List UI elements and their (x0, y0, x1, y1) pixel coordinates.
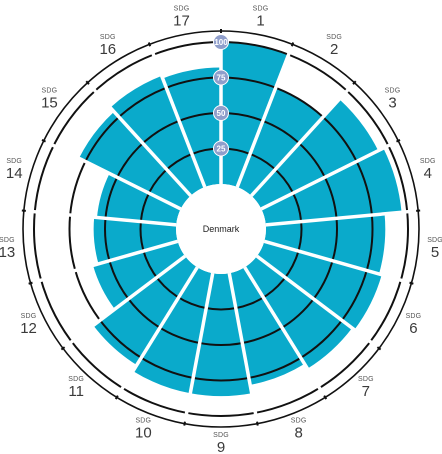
sector-number-7: 7 (362, 383, 370, 400)
sector-divider (117, 266, 199, 395)
outer-tick (41, 138, 46, 143)
sector-divider (260, 141, 395, 211)
sector-number-3: 3 (388, 94, 396, 111)
sector-number-1: 1 (256, 13, 264, 30)
bar-sector-5 (264, 213, 386, 274)
sector-divider (149, 48, 207, 188)
sector-divider (227, 272, 259, 420)
outer-tick (409, 281, 414, 285)
outer-tick (183, 421, 186, 426)
sector-number-11: 11 (68, 383, 84, 400)
sector-tag-15: SDG (42, 87, 58, 94)
bar-sector-13 (93, 217, 178, 264)
outer-tick (28, 281, 33, 285)
sector-divider (250, 85, 353, 197)
outer-tick (147, 42, 152, 47)
outer-tick (85, 80, 90, 85)
ring-label-50: 50 (217, 109, 226, 118)
sector-divider (28, 209, 177, 227)
ring-label-100: 100 (214, 38, 228, 47)
ring-label-badge (213, 34, 229, 50)
sector-dividers (28, 36, 414, 420)
outer-tick (376, 346, 382, 351)
bar-sector-12 (93, 241, 186, 310)
outer-tick (114, 395, 119, 400)
sector-number-4: 4 (424, 165, 432, 182)
sector-tag-13: SDG (0, 237, 15, 244)
bar-sector-2 (237, 87, 324, 196)
outer-tick (256, 421, 259, 426)
bar-sector-4 (261, 148, 402, 225)
sector-number-6: 6 (409, 320, 417, 337)
sector-tag-12: SDG (21, 313, 37, 320)
sector-tag-7: SDG (358, 376, 374, 383)
bar-sector-10 (133, 267, 213, 394)
sector-divider (255, 254, 377, 347)
sector-divider (65, 254, 187, 347)
outer-tick (60, 346, 66, 351)
outer-tick (323, 395, 328, 400)
ring-label-badge (213, 105, 229, 121)
sector-divider (265, 209, 414, 227)
center-label: Denmark (203, 224, 240, 234)
sector-number-10: 10 (135, 424, 152, 441)
sector-tag-1: SDG (253, 6, 269, 13)
sector-tag-17: SDG (174, 6, 190, 13)
bar-sector-14 (97, 173, 181, 225)
sector-number-12: 12 (20, 320, 37, 337)
sector-divider (235, 48, 293, 188)
bar-sector-9 (190, 273, 252, 397)
sector-tag-6: SDG (406, 313, 422, 320)
ring-label-badge (213, 140, 229, 157)
sector-divider (34, 239, 179, 284)
sector-number-5: 5 (431, 244, 439, 261)
sector-number-15: 15 (41, 94, 58, 111)
inner-hole (176, 184, 266, 274)
sector-labels: SDG1SDG2SDG3SDG4SDG5SDG6SDG7SDG8SDG9SDG1… (0, 6, 442, 454)
ring-label-75: 75 (217, 74, 226, 83)
bar-sector-11 (93, 256, 198, 366)
sector-tag-16: SDG (100, 34, 116, 41)
bar-sector-3 (251, 99, 379, 209)
bar-sector-8 (229, 267, 305, 385)
bar-sector-15 (79, 111, 191, 209)
sector-number-2: 2 (330, 41, 338, 58)
sector-number-14: 14 (6, 165, 23, 182)
sector-divider (47, 141, 182, 211)
sector-divider (183, 272, 215, 420)
sector-tag-10: SDG (135, 417, 151, 424)
bar-group (79, 42, 402, 397)
sector-number-13: 13 (0, 244, 15, 261)
outer-tick (396, 138, 401, 143)
sector-number-9: 9 (217, 439, 225, 454)
sector-tag-4: SDG (420, 158, 436, 165)
sector-tag-5: SDG (427, 237, 442, 244)
sector-tag-14: SDG (6, 158, 22, 165)
bar-sector-7 (244, 256, 353, 369)
sector-tag-2: SDG (326, 34, 342, 41)
ring-label-badge (213, 69, 229, 86)
sector-tag-8: SDG (291, 417, 307, 424)
bar-sector-17 (162, 67, 221, 188)
outer-tick-marks (21, 29, 421, 426)
sector-tag-11: SDG (68, 376, 84, 383)
sector-number-8: 8 (294, 424, 302, 441)
outer-tick (352, 80, 357, 85)
sector-tag-3: SDG (385, 87, 401, 94)
sector-number-16: 16 (99, 41, 116, 58)
sector-divider (263, 239, 408, 284)
sector-divider (243, 266, 325, 395)
ring-value-labels: 25 50 75 100 (213, 34, 229, 157)
sector-divider (89, 85, 192, 197)
sector-number-17: 17 (173, 13, 190, 30)
outer-tick (290, 42, 295, 47)
sector-tag-9: SDG (213, 432, 229, 439)
ring-label-25: 25 (217, 145, 226, 154)
